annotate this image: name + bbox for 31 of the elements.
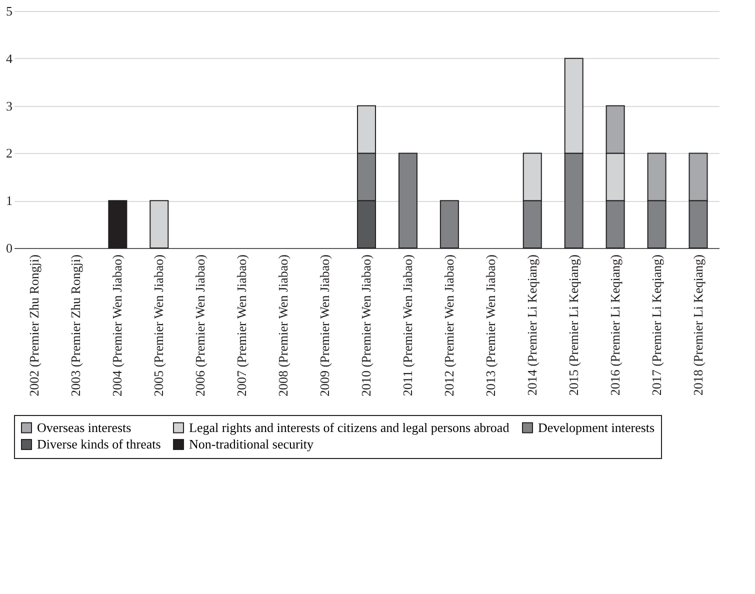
legend-label: Diverse kinds of threats bbox=[37, 436, 161, 452]
x-tick-label: 2008 (Premier Wen Jiabao) bbox=[276, 254, 291, 397]
x-tick-label: 2017 (Premier Li Keqiang) bbox=[648, 254, 664, 396]
x-tick-label: 2003 (Premier Zhu Rongji) bbox=[68, 254, 84, 396]
x-tick-label: 2007 (Premier Wen Jiabao) bbox=[234, 254, 250, 397]
bar bbox=[108, 200, 128, 248]
x-tick-label: 2012 (Premier Wen Jiabao) bbox=[441, 254, 456, 397]
bar bbox=[440, 200, 459, 248]
bar bbox=[398, 152, 418, 248]
legend-label: Non-traditional security bbox=[189, 436, 314, 452]
x-tick-label: 2011 (Premier Wen Jiabao) bbox=[400, 254, 415, 396]
x-tick-label: 2014 (Premier Li Keqiang) bbox=[524, 254, 540, 396]
x-tick-label: 2016 (Premier Li Keqiang) bbox=[607, 254, 622, 396]
legend-label: Development interests bbox=[538, 420, 655, 435]
legend-label: Legal rights and interests of citizens and legal persons abroad bbox=[189, 420, 510, 435]
x-tick-label: 2015 (Premier Li Keqiang) bbox=[566, 254, 581, 396]
y-tick-label: 0 bbox=[6, 240, 12, 256]
y-tick-label: 1 bbox=[6, 193, 12, 208]
x-tick-label: 2004 (Premier Wen Jiabao) bbox=[110, 254, 125, 397]
x-tick-label: 2002 (Premier Zhu Rongji) bbox=[26, 254, 42, 396]
y-tick-label: 4 bbox=[6, 50, 13, 66]
x-tick-label: 2013 (Premier Wen Jiabao) bbox=[482, 254, 498, 397]
x-tick-label: 2006 (Premier Wen Jiabao) bbox=[192, 254, 208, 397]
legend-label: Overseas interests bbox=[37, 420, 132, 435]
y-tick-label: 5 bbox=[6, 4, 12, 18]
y-tick-label: 2 bbox=[6, 146, 12, 161]
x-tick-label: 2018 (Premier Li Keqiang) bbox=[690, 254, 706, 396]
y-tick-label: 3 bbox=[6, 98, 12, 114]
x-tick-label: 2009 (Premier Wen Jiabao) bbox=[317, 254, 332, 397]
x-tick-label: 2005 (Premier Wen Jiabao) bbox=[151, 254, 166, 397]
x-tick-label: 2010 (Premier Wen Jiabao) bbox=[358, 254, 374, 397]
